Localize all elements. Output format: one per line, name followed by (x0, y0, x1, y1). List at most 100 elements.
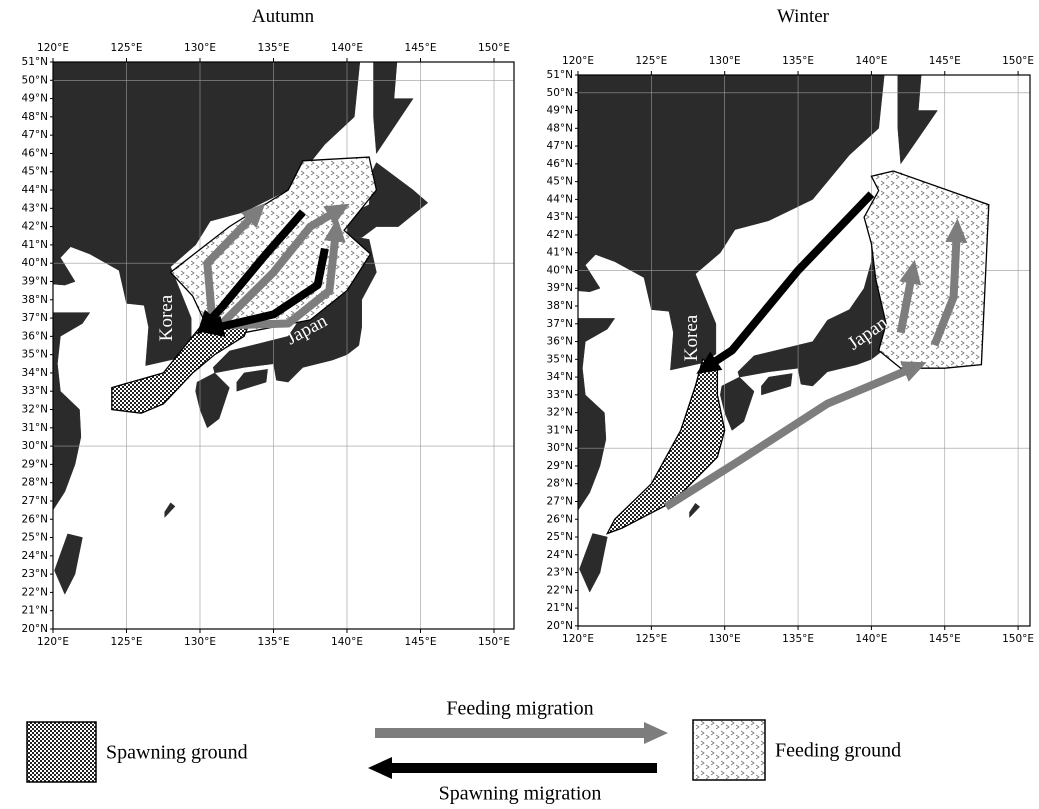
lat-tick-label: 35°N (22, 349, 48, 361)
place-label: Korea (156, 294, 177, 341)
lat-tick-label: 44°N (22, 184, 48, 196)
lat-tick-label: 25°N (22, 532, 48, 544)
lat-tick-label: 28°N (547, 478, 573, 490)
lat-tick-label: 23°N (547, 567, 573, 579)
lon-tick-label: 130°E (709, 633, 741, 645)
lon-tick-label: 125°E (111, 42, 143, 54)
lat-tick-label: 26°N (547, 513, 573, 525)
lon-tick-label: 135°E (782, 633, 814, 645)
lat-tick-label: 40°N (547, 264, 573, 276)
legend-label: Spawning ground (106, 742, 248, 764)
lat-tick-label: 20°N (22, 623, 48, 635)
lon-tick-label: 145°E (405, 42, 437, 54)
lat-tick-label: 49°N (547, 105, 573, 117)
legend-label: Feeding ground (775, 740, 901, 762)
lat-tick-label: 34°N (22, 367, 48, 379)
lat-tick-label: 47°N (547, 140, 573, 152)
lat-tick-label: 43°N (547, 211, 573, 223)
lat-tick-label: 31°N (22, 422, 48, 434)
lat-tick-label: 32°N (22, 404, 48, 416)
lon-tick-label: 135°E (258, 636, 290, 648)
lat-tick-label: 31°N (547, 424, 573, 436)
lat-tick-label: 42°N (547, 229, 573, 241)
lat-tick-label: 24°N (547, 549, 573, 561)
lat-tick-label: 41°N (547, 247, 573, 259)
map-panel: KoreaJapan (24, 44, 514, 629)
lat-tick-label: 22°N (22, 586, 48, 598)
lat-tick-label: 30°N (22, 440, 48, 452)
lat-tick-label: 32°N (547, 407, 573, 419)
lat-tick-label: 51°N (547, 69, 573, 81)
lat-tick-label: 46°N (547, 158, 573, 170)
lon-tick-label: 145°E (929, 633, 961, 645)
lat-tick-label: 29°N (22, 458, 48, 470)
lat-tick-label: 35°N (547, 353, 573, 365)
lat-tick-label: 42°N (22, 221, 48, 233)
lat-tick-label: 33°N (22, 385, 48, 397)
lat-tick-label: 50°N (547, 87, 573, 99)
lon-tick-label: 125°E (635, 55, 667, 67)
lat-tick-label: 46°N (22, 147, 48, 159)
lat-tick-label: 21°N (547, 602, 573, 614)
lat-tick-label: 45°N (547, 176, 573, 188)
lat-tick-label: 41°N (22, 239, 48, 251)
lat-tick-label: 50°N (22, 74, 48, 86)
lon-tick-label: 120°E (37, 42, 69, 54)
lat-tick-label: 38°N (22, 294, 48, 306)
lon-tick-label: 145°E (405, 636, 437, 648)
feeding-ground (864, 171, 989, 368)
lat-tick-label: 21°N (22, 605, 48, 617)
lon-tick-label: 150°E (478, 636, 510, 648)
lat-tick-label: 45°N (22, 166, 48, 178)
lon-tick-label: 130°E (709, 55, 741, 67)
lat-tick-label: 27°N (22, 495, 48, 507)
lat-tick-label: 36°N (547, 336, 573, 348)
legend-swatch (27, 722, 96, 782)
lon-tick-label: 130°E (184, 636, 216, 648)
lat-tick-label: 51°N (22, 56, 48, 68)
lon-tick-label: 140°E (331, 636, 363, 648)
lat-tick-label: 37°N (547, 318, 573, 330)
lat-tick-label: 30°N (547, 442, 573, 454)
lat-tick-label: 44°N (547, 193, 573, 205)
lon-tick-label: 150°E (1002, 55, 1034, 67)
lat-tick-label: 24°N (22, 550, 48, 562)
lat-tick-label: 37°N (22, 312, 48, 324)
lat-tick-label: 26°N (22, 513, 48, 525)
lon-tick-label: 120°E (37, 636, 69, 648)
lat-tick-label: 38°N (547, 300, 573, 312)
lat-tick-label: 28°N (22, 477, 48, 489)
legend-swatch (693, 720, 765, 780)
lat-tick-label: 23°N (22, 568, 48, 580)
lat-tick-label: 29°N (547, 460, 573, 472)
lon-tick-label: 140°E (331, 42, 363, 54)
panel-title: Autumn (252, 6, 315, 27)
lat-tick-label: 49°N (22, 93, 48, 105)
lat-tick-label: 22°N (547, 584, 573, 596)
lat-tick-label: 20°N (547, 620, 573, 632)
lat-tick-label: 40°N (22, 257, 48, 269)
lat-tick-label: 39°N (547, 282, 573, 294)
lon-tick-label: 150°E (1002, 633, 1034, 645)
legend-label: Spawning migration (439, 783, 602, 805)
lon-tick-label: 125°E (635, 633, 667, 645)
lat-tick-label: 34°N (547, 371, 573, 383)
lon-tick-label: 140°E (855, 633, 887, 645)
lon-tick-label: 140°E (855, 55, 887, 67)
lat-tick-label: 43°N (22, 202, 48, 214)
lon-tick-label: 120°E (562, 55, 594, 67)
place-label: Korea (681, 314, 702, 361)
lat-tick-label: 47°N (22, 129, 48, 141)
lat-tick-label: 39°N (22, 275, 48, 287)
lat-tick-label: 33°N (547, 389, 573, 401)
lon-tick-label: 135°E (258, 42, 290, 54)
lat-tick-label: 48°N (22, 111, 48, 123)
lon-tick-label: 135°E (782, 55, 814, 67)
lon-tick-label: 150°E (478, 42, 510, 54)
lon-tick-label: 125°E (111, 636, 143, 648)
lon-tick-label: 130°E (184, 42, 216, 54)
legend-label: Feeding migration (446, 698, 593, 720)
lon-tick-label: 120°E (562, 633, 594, 645)
legend: Spawning ground Feeding migration Spawni… (27, 698, 901, 805)
